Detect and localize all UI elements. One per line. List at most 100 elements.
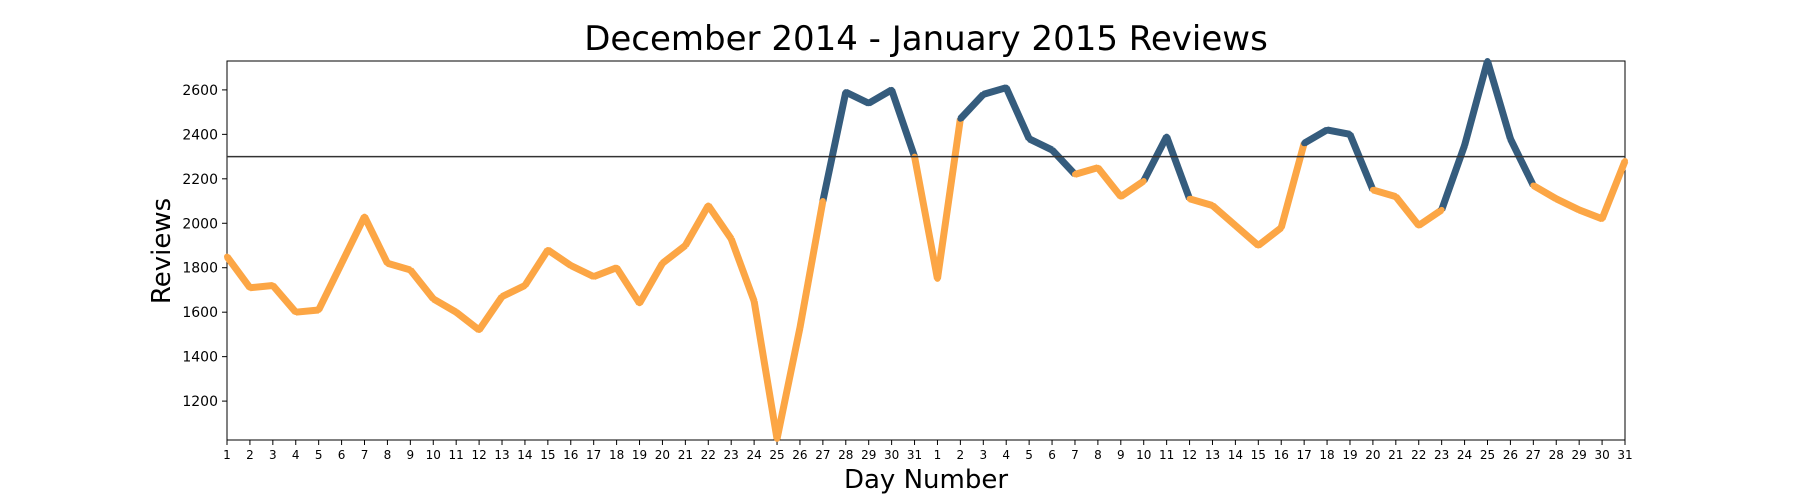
chart-title: December 2014 - January 2015 Reviews [584,19,1268,59]
data-point-11 [476,326,483,333]
data-point-59 [1576,206,1583,213]
data-point-53 [1438,206,1445,213]
line-segment-51 [1393,194,1422,228]
data-point-6 [361,213,368,220]
data-point-9 [430,295,437,302]
line-segment-15 [569,262,596,280]
line-segment-16 [592,264,618,280]
data-point-33 [980,91,987,98]
line-segment-21 [705,203,735,241]
line-segment-60 [1598,159,1629,221]
line-segment-53 [1438,144,1468,212]
line-segment-7 [386,259,412,274]
line-segment-25 [796,200,827,329]
line-segment-26 [819,91,850,202]
x-tick-label-58: 28 [1549,448,1564,462]
x-tick-label-56: 26 [1503,448,1518,462]
x-tick-label-34: 4 [1002,448,1010,462]
data-point-44 [1232,222,1239,229]
data-point-4 [315,306,322,313]
data-point-48 [1324,126,1331,133]
x-tick-label-51: 21 [1388,448,1403,462]
line-segment-20 [682,203,712,248]
data-point-1 [246,284,253,291]
data-point-49 [1346,131,1353,138]
x-tick-label-23: 24 [746,448,761,462]
data-point-19 [659,260,666,267]
line-segment-55 [1484,60,1514,140]
data-point-18 [636,300,643,307]
x-axis-label: Day Number [844,465,1008,495]
line-segment-5 [338,215,368,265]
x-tick-label-7: 8 [384,448,392,462]
x-tick-label-15: 16 [563,448,578,462]
line-segment-49 [1346,133,1377,192]
line-segment-50 [1371,186,1397,200]
line-segment-12 [500,282,527,300]
data-point-2 [269,282,276,289]
data-point-16 [590,273,597,280]
x-tick-label-13: 14 [517,448,532,462]
data-point-57 [1530,182,1537,189]
x-tick-label-43: 13 [1205,448,1220,462]
line-segment-28 [866,86,894,107]
line-segment-19 [660,242,688,267]
line-segment-42 [1188,195,1214,209]
line-segment-9 [431,295,458,316]
line-segment-33 [982,84,1008,98]
data-point-34 [1003,84,1010,91]
x-tick-label-33: 3 [979,448,987,462]
x-tick-label-46: 16 [1274,448,1289,462]
line-segment-1 [249,282,274,292]
x-tick-label-27: 28 [838,448,853,462]
data-point-55 [1484,58,1491,64]
x-tick-label-54: 24 [1457,448,1472,462]
data-point-37 [1071,171,1078,178]
line-segment-43 [1210,202,1238,229]
data-point-21 [705,202,712,209]
y-tick-label-6: 2400 [182,127,218,143]
data-point-32 [957,115,964,122]
data-point-24 [774,435,781,442]
data-point-27 [842,89,849,96]
x-tick-label-42: 12 [1182,448,1197,462]
x-tick-label-37: 7 [1071,448,1079,462]
line-segment-44 [1233,222,1261,249]
data-point-10 [453,309,460,316]
data-point-51 [1392,193,1399,200]
x-tick-label-18: 19 [632,448,647,462]
x-tick-label-35: 5 [1025,448,1033,462]
data-point-7 [384,260,391,267]
plot-frame [226,60,1626,441]
line-segment-11 [476,294,505,332]
line-segment-27 [844,88,871,107]
x-tick-label-48: 18 [1319,448,1334,462]
line-segment-10 [454,309,482,333]
data-point-35 [1026,135,1033,142]
x-tick-label-26: 27 [815,448,830,462]
data-point-43 [1209,202,1216,209]
data-point-54 [1461,142,1468,149]
data-point-3 [292,309,299,316]
x-tick-label-21: 22 [701,448,716,462]
x-tick-label-9: 10 [426,448,441,462]
y-tick-label-3: 1800 [182,261,218,277]
data-point-61 [1622,158,1628,165]
data-point-28 [865,100,872,107]
line-segment-52 [1416,207,1444,229]
data-point-8 [407,266,414,273]
x-tick-label-5: 6 [338,448,346,462]
y-tick-label-7: 2600 [182,83,218,99]
x-tick-label-53: 23 [1434,448,1449,462]
line-segment-3 [295,306,320,316]
x-tick-label-24: 25 [769,448,784,462]
x-tick-label-6: 7 [361,448,369,462]
data-point-14 [544,246,551,253]
line-segment-8 [407,267,437,302]
x-tick-label-49: 19 [1342,448,1357,462]
line-segment-36 [1049,147,1078,177]
data-point-0 [224,253,230,260]
x-tick-label-17: 18 [609,448,624,462]
